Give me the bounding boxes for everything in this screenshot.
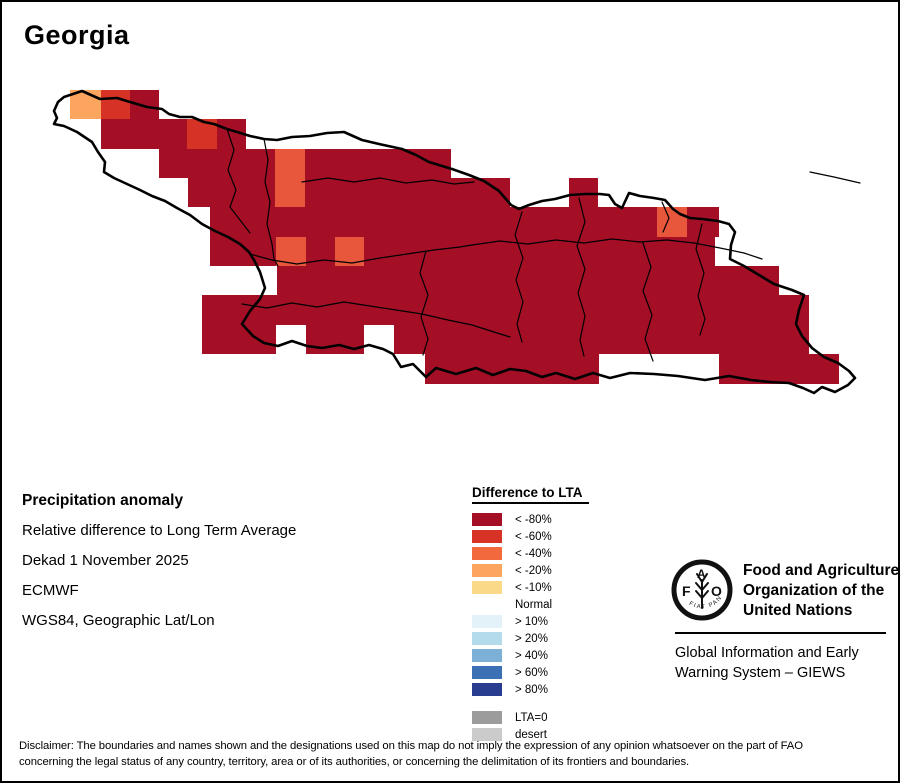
admin-boundary-line: [809, 171, 861, 184]
admin-boundary-line: [241, 301, 511, 338]
map-raster-band: [394, 325, 809, 354]
map-raster-band: [202, 295, 809, 325]
map-anomaly-cell: [275, 149, 305, 207]
legend-item: LTA=0: [472, 709, 589, 726]
map-raster-band: [202, 325, 276, 354]
legend-label: > 40%: [515, 649, 548, 662]
info-line-source: ECMWF: [22, 582, 79, 599]
fao-letter-a: A: [697, 567, 706, 581]
legend-label: Normal: [515, 598, 553, 611]
legend-item: < -80%: [472, 511, 589, 528]
legend: Difference to LTA < -80% < -60% < -40% < -2…: [472, 484, 589, 743]
giews-line: Warning System – GIEWS: [675, 665, 846, 681]
admin-boundary-line: [642, 242, 654, 362]
info-line-projection: WGS84, Geographic Lat/Lon: [22, 612, 215, 629]
legend-label: < -40%: [515, 547, 552, 560]
fao-letter-f: F: [682, 583, 691, 599]
admin-boundary-line: [576, 197, 586, 357]
legend-label: > 80%: [515, 683, 548, 696]
legend-swatch: [472, 581, 502, 594]
legend-swatch: [472, 564, 502, 577]
legend-item: > 40%: [472, 647, 589, 664]
disclaimer-line: Disclaimer: The boundaries and names sho…: [19, 740, 803, 752]
fao-org-name: Food and Agriculture Organization of the…: [743, 561, 900, 621]
legend-label: < -80%: [515, 513, 552, 526]
map-info-block: Precipitation anomaly Relative differenc…: [22, 486, 296, 636]
legend-label: < -20%: [515, 564, 552, 577]
admin-boundary-line: [695, 223, 706, 336]
info-line-product: Precipitation anomaly: [22, 492, 184, 509]
legend-label: < -10%: [515, 581, 552, 594]
legend-swatch: [472, 632, 502, 645]
legend-swatch: [472, 547, 502, 560]
legend-swatch: [472, 683, 502, 696]
admin-boundary-line: [249, 244, 473, 265]
admin-boundary-line: [226, 128, 251, 234]
disclaimer: Disclaimer: The boundaries and names sho…: [19, 739, 893, 770]
map-raster-band: [719, 354, 839, 384]
legend-swatch: [472, 711, 502, 724]
legend-label: > 60%: [515, 666, 548, 679]
map-anomaly-cell: [70, 90, 101, 119]
fao-separator-line: [675, 632, 886, 634]
legend-title: Difference to LTA: [472, 485, 589, 504]
fao-org-line: United Nations: [743, 602, 853, 619]
legend-item: < -60%: [472, 528, 589, 545]
map-anomaly-cell: [101, 90, 130, 119]
country-boundary-line: [52, 89, 857, 395]
admin-boundary-line: [471, 238, 763, 260]
disclaimer-line: concerning the legal status of any count…: [19, 755, 690, 768]
legend-label: desert: [515, 728, 547, 741]
legend-swatch: [472, 615, 502, 628]
fao-letter-o: O: [711, 583, 722, 599]
admin-boundary-line: [263, 138, 279, 267]
legend-item: desert: [472, 726, 589, 743]
legend-item: > 20%: [472, 630, 589, 647]
legend-swatch: [472, 530, 502, 543]
legend-label: LTA=0: [515, 711, 548, 724]
legend-label: < -60%: [515, 530, 552, 543]
legend-swatch: [472, 649, 502, 662]
map-raster-band: [188, 178, 510, 207]
fao-logo: F A O FIAT PANIS: [670, 558, 733, 621]
legend-item: Normal: [472, 596, 589, 613]
admin-boundary-line: [514, 211, 524, 343]
map-raster-band: [210, 207, 719, 237]
legend-items: < -80% < -60% < -40% < -20% < -10% Normal > 10…: [472, 511, 589, 743]
fao-org-line: Organization of the: [743, 582, 885, 599]
legend-swatch: [472, 513, 502, 526]
legend-label: > 10%: [515, 615, 548, 628]
admin-boundary-line: [301, 177, 475, 185]
map-raster-band: [569, 178, 598, 207]
map-raster-band: [277, 266, 779, 295]
legend-item: < -40%: [472, 545, 589, 562]
giews-line: Global Information and Early: [675, 645, 859, 661]
map-anomaly-cell: [657, 207, 687, 237]
legend-item: < -20%: [472, 562, 589, 579]
giews-name: Global Information and Early Warning Sys…: [675, 643, 859, 683]
legend-swatch: [472, 666, 502, 679]
wheat-icon: [695, 573, 709, 609]
admin-boundary-line: [419, 250, 429, 356]
map-raster-band: [101, 119, 246, 149]
legend-item: > 80%: [472, 681, 589, 698]
legend-item: < -10%: [472, 579, 589, 596]
info-line-dekad: Dekad 1 November 2025: [22, 552, 189, 569]
page-title: Georgia: [24, 20, 130, 50]
legend-swatch: [472, 598, 502, 611]
info-line-description: Relative difference to Long Term Average: [22, 522, 297, 539]
admin-boundary-line: [661, 201, 670, 233]
fao-org-line: Food and Agriculture: [743, 562, 900, 579]
legend-spacer: [472, 698, 589, 709]
legend-swatch: [472, 728, 502, 741]
legend-item: > 10%: [472, 613, 589, 630]
legend-item: > 60%: [472, 664, 589, 681]
legend-label: > 20%: [515, 632, 548, 645]
